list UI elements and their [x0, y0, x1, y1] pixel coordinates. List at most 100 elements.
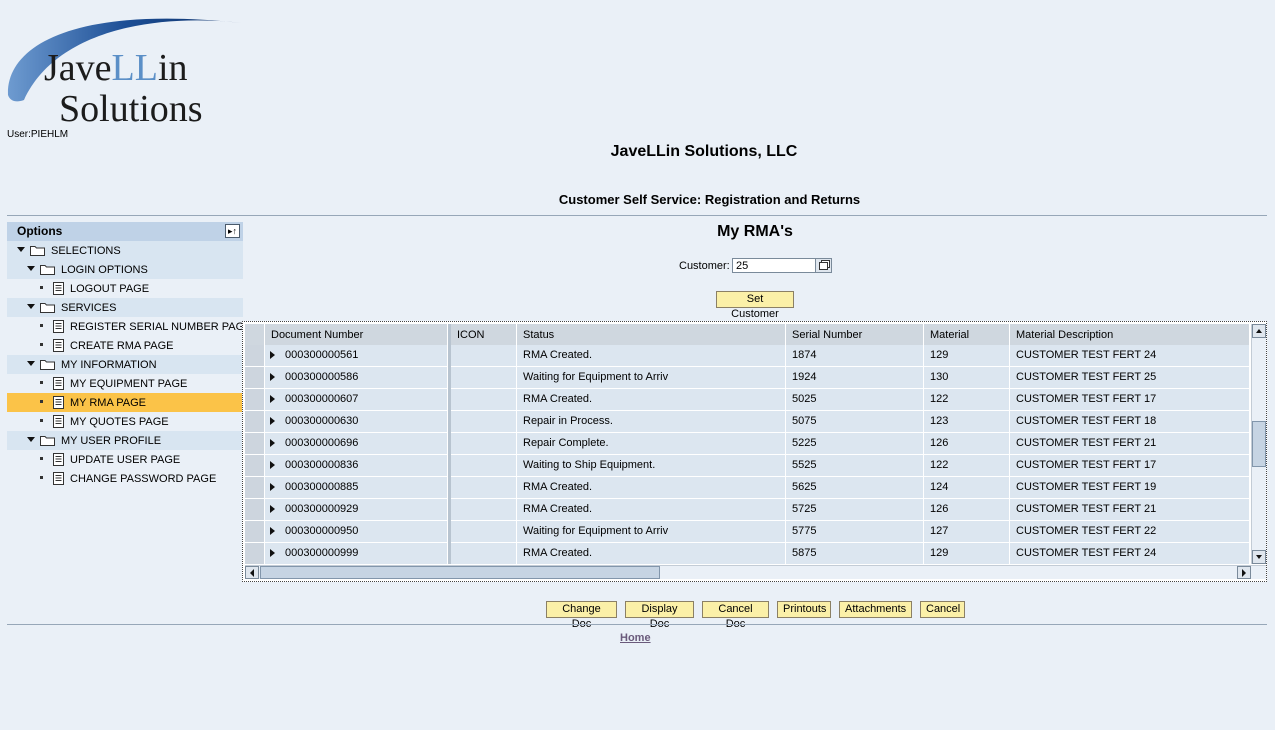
options-title: Options — [17, 224, 63, 238]
table-row[interactable]: 000300000696 Repair Complete. 5225 126 CUSTO… — [245, 433, 1249, 455]
row-selector[interactable] — [245, 389, 265, 410]
sidebar-item-my-user-profile[interactable]: MY USER PROFILE — [7, 431, 243, 450]
company-name: JaveLLin Solutions, LLC — [610, 143, 798, 160]
row-selector[interactable] — [245, 477, 265, 498]
column-header-material-description[interactable]: Material Description — [1016, 329, 1114, 341]
sidebar-item-update-user-page[interactable]: UPDATE USER PAGE — [7, 450, 243, 469]
expand-triangle-icon[interactable] — [27, 304, 35, 309]
cancel-button[interactable]: Cancel — [920, 601, 965, 618]
row-selector[interactable] — [245, 455, 265, 476]
sidebar-item-my-information[interactable]: MY INFORMATION — [7, 355, 243, 374]
bullet-icon — [40, 343, 43, 346]
column-header-icon[interactable]: ICON — [451, 324, 517, 345]
sidebar-item-login-options[interactable]: LOGIN OPTIONS — [7, 260, 243, 279]
column-header-material[interactable]: Material — [924, 324, 1010, 345]
icon-cell — [451, 499, 517, 520]
sidebar-item-selections[interactable]: SELECTIONS — [7, 241, 243, 260]
sidebar-item-label: REGISTER SERIAL NUMBER PAGE — [70, 321, 252, 333]
material-description-cell: CUSTOMER TEST FERT 17 — [1016, 393, 1157, 405]
sidebar-item-create-rma-page[interactable]: CREATE RMA PAGE — [7, 336, 243, 355]
material-cell: 126 — [924, 499, 1010, 520]
column-header-serial-number[interactable]: Serial Number — [786, 324, 924, 345]
row-selector[interactable] — [245, 543, 265, 564]
expand-row-icon[interactable] — [270, 417, 275, 425]
document-icon — [53, 282, 64, 295]
bullet-icon — [40, 381, 43, 384]
expand-row-icon[interactable] — [270, 483, 275, 491]
table-row[interactable]: 000300000885 RMA Created. 5625 124 CUSTOMER … — [245, 477, 1249, 499]
sidebar-item-my-rma-page[interactable]: MY RMA PAGE — [7, 393, 243, 412]
sidebar-item-my-quotes-page[interactable]: MY QUOTES PAGE — [7, 412, 243, 431]
home-link[interactable]: Home — [620, 632, 651, 644]
bullet-icon — [40, 400, 43, 403]
table-body: 000300000561 RMA Created. 1874 129 CUSTOMER … — [245, 345, 1249, 565]
serial-number-cell: 5625 — [786, 477, 924, 498]
status-cell: Waiting for Equipment to Arriv — [517, 521, 786, 542]
sidebar-item-register-serial-number-page[interactable]: REGISTER SERIAL NUMBER PAGE — [7, 317, 252, 336]
scroll-left-icon[interactable] — [245, 566, 259, 579]
expand-triangle-icon[interactable] — [27, 437, 35, 442]
table-row[interactable]: 000300000630 Repair in Process. 5075 123 CUS… — [245, 411, 1249, 433]
change-doc-button[interactable]: Change Doc — [546, 601, 617, 630]
expand-row-icon[interactable] — [270, 505, 275, 513]
expand-row-icon[interactable] — [270, 461, 275, 469]
sidebar-item-change-password-page[interactable]: CHANGE PASSWORD PAGE — [7, 469, 243, 488]
table-row[interactable]: 000300000607 RMA Created. 5025 122 CUSTOMER … — [245, 389, 1249, 411]
attachments-button[interactable]: Attachments — [839, 601, 912, 618]
collapse-panel-icon[interactable]: ▸↑ — [225, 224, 240, 238]
expand-row-icon[interactable] — [270, 351, 275, 359]
vertical-scrollbar[interactable] — [1251, 324, 1266, 564]
row-selector[interactable] — [245, 367, 265, 388]
company-logo: JaveLLin Solutions — [6, 5, 246, 128]
scroll-up-icon[interactable] — [1252, 324, 1266, 338]
expand-row-icon[interactable] — [270, 439, 275, 447]
expand-row-icon[interactable] — [270, 395, 275, 403]
row-selector[interactable] — [245, 345, 265, 366]
table-row[interactable]: 000300000950 Waiting for Equipment to Arr… — [245, 521, 1249, 543]
bullet-icon — [40, 286, 43, 289]
scroll-down-icon[interactable] — [1252, 550, 1266, 564]
horizontal-scrollbar[interactable] — [245, 565, 1266, 579]
document-icon — [53, 320, 64, 333]
table-row[interactable]: 000300000586 Waiting for Equipment to Arr… — [245, 367, 1249, 389]
select-all-column[interactable] — [245, 324, 265, 345]
document-icon — [53, 339, 64, 352]
table-row[interactable]: 000300000929 RMA Created. 5725 126 CUSTOMER … — [245, 499, 1249, 521]
column-header-status[interactable]: Status — [517, 324, 786, 345]
sidebar-item-services[interactable]: SERVICES — [7, 298, 243, 317]
icon-cell — [451, 521, 517, 542]
row-selector[interactable] — [245, 499, 265, 520]
sidebar-item-logout-page[interactable]: LOGOUT PAGE — [7, 279, 243, 298]
cancel-doc-button[interactable]: Cancel Doc — [702, 601, 769, 630]
bullet-icon — [40, 476, 43, 479]
sidebar-item-my-equipment-page[interactable]: MY EQUIPMENT PAGE — [7, 374, 243, 393]
row-selector[interactable] — [245, 433, 265, 454]
expand-row-icon[interactable] — [270, 549, 275, 557]
serial-number-cell: 1874 — [786, 345, 924, 366]
options-sidebar: Options ▸↑ SELECTIONS LOGIN OPTIONS LOGOUT… — [7, 222, 252, 488]
divider-bottom — [7, 624, 1267, 625]
vertical-scroll-thumb[interactable] — [1252, 421, 1266, 467]
customer-input[interactable] — [732, 258, 816, 273]
row-selector[interactable] — [245, 411, 265, 432]
table-row[interactable]: 000300000561 RMA Created. 1874 129 CUSTOMER … — [245, 345, 1249, 367]
printouts-button[interactable]: Printouts — [777, 601, 831, 618]
column-header-document-number[interactable]: Document Number — [265, 324, 448, 345]
horizontal-scroll-thumb[interactable] — [260, 566, 660, 579]
set-customer-button[interactable]: Set Customer — [716, 291, 794, 320]
table-row[interactable]: 000300000999 RMA Created. 5875 129 CUSTOMER … — [245, 543, 1249, 565]
expand-triangle-icon[interactable] — [27, 361, 35, 366]
display-doc-button[interactable]: Display Doc — [625, 601, 694, 630]
material-cell: 130 — [924, 367, 1010, 388]
document-icon — [53, 396, 64, 409]
expand-triangle-icon[interactable] — [17, 247, 25, 252]
scroll-right-icon[interactable] — [1237, 566, 1251, 579]
status-cell: RMA Created. — [517, 389, 786, 410]
expand-triangle-icon[interactable] — [27, 266, 35, 271]
table-row[interactable]: 000300000836 Waiting to Ship Equipment. 55… — [245, 455, 1249, 477]
customer-value-help-icon[interactable] — [815, 258, 832, 273]
row-selector[interactable] — [245, 521, 265, 542]
expand-row-icon[interactable] — [270, 527, 275, 535]
document-number-cell: 000300000586 — [265, 367, 448, 388]
expand-row-icon[interactable] — [270, 373, 275, 381]
